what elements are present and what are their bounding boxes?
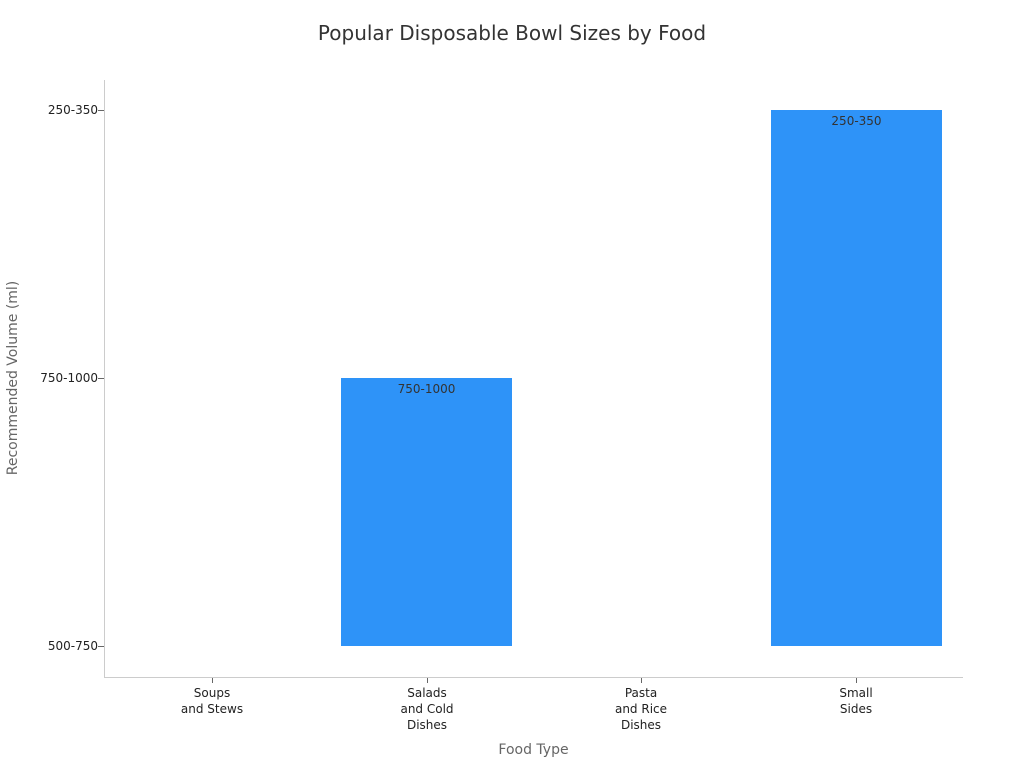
y-tick xyxy=(98,646,104,647)
y-tick-label: 250-350 xyxy=(47,103,98,117)
bar-salads-and-cold-dishes: 750-1000 xyxy=(341,378,512,646)
x-tick-label: Pasta and Rice Dishes xyxy=(614,686,668,732)
x-tick-label: Soups and Stews xyxy=(180,686,244,716)
x-tick xyxy=(856,678,857,683)
x-axis-line xyxy=(104,677,963,678)
y-axis-line xyxy=(104,80,105,677)
chart-title: Popular Disposable Bowl Sizes by Food xyxy=(317,21,707,45)
y-tick-label: 750-1000 xyxy=(40,371,98,385)
bar-value-label: 250-350 xyxy=(831,114,882,128)
y-axis-title: Recommended Volume (ml) xyxy=(5,280,21,476)
y-tick-label: 500-750 xyxy=(47,639,98,653)
x-tick xyxy=(427,678,428,683)
x-tick-label: Small Sides xyxy=(839,686,873,716)
bar-small-sides: 250-350 xyxy=(771,110,942,646)
x-tick xyxy=(641,678,642,683)
x-axis-title: Food Type xyxy=(498,742,569,758)
y-tick xyxy=(98,110,104,111)
x-tick-label: Salads and Cold Dishes xyxy=(400,686,454,732)
x-tick xyxy=(212,678,213,683)
y-tick xyxy=(98,378,104,379)
bar-value-label: 750-1000 xyxy=(397,382,456,396)
